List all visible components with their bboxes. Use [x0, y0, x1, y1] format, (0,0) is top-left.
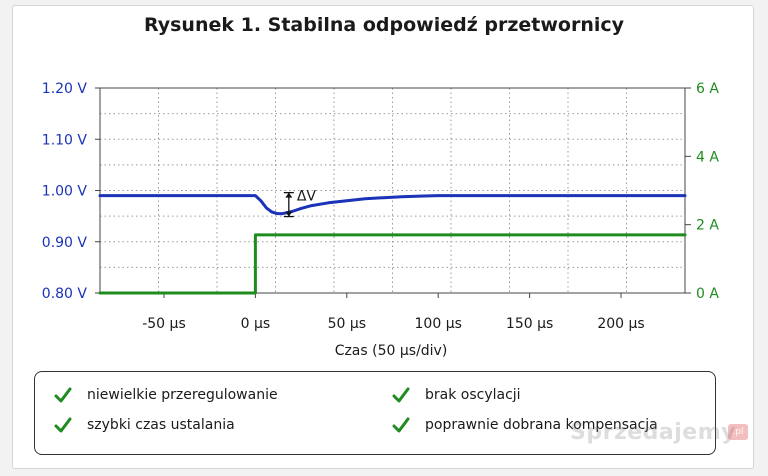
- watermark-badge: .pl: [728, 424, 748, 440]
- left-tick-label: 1.10 V: [42, 132, 88, 148]
- left-tick-label: 1.00 V: [42, 184, 88, 200]
- check-icon: [54, 417, 72, 433]
- legend-item: niewielkie przeregulowanie: [53, 384, 278, 406]
- check-icon: [392, 387, 410, 403]
- delta-v-arrow-bottom: [285, 211, 293, 217]
- legend-item-label: poprawnie dobrana kompensacja: [425, 417, 658, 433]
- watermark: Sprzedajemy: [570, 420, 736, 445]
- legend-item-label: szybki czas ustalania: [87, 417, 235, 433]
- x-tick-label: 150 µs: [506, 316, 553, 332]
- right-axis: 0 A 2 A 4 A 6 A: [685, 81, 719, 302]
- x-axis-label: Czas (50 µs/div): [335, 343, 448, 359]
- left-tick-label: 1.20 V: [42, 81, 88, 97]
- x-tick-label: 0 µs: [241, 316, 271, 332]
- current-series-line: [98, 233, 687, 295]
- right-tick-label: 0 A: [696, 286, 719, 302]
- annotation: ΔV: [283, 189, 317, 218]
- legend-item-label: niewielkie przeregulowanie: [87, 387, 278, 403]
- chart-title: Rysunek 1. Stabilna odpowiedź przetworni…: [144, 14, 625, 36]
- grid: [100, 88, 685, 293]
- series-layer: [98, 194, 687, 295]
- left-tick-label: 0.90 V: [42, 235, 88, 251]
- x-tick-label: 50 µs: [328, 316, 366, 332]
- left-tick-label: 0.80 V: [42, 286, 88, 302]
- delta-v-label: ΔV: [297, 189, 317, 205]
- right-tick-label: 6 A: [696, 81, 719, 97]
- legend-item: poprawnie dobrana kompensacja: [391, 414, 658, 436]
- delta-v-arrow-top: [285, 192, 293, 198]
- left-axis: 0.80 V 0.90 V 1.00 V 1.10 V 1.20 V: [42, 81, 100, 302]
- legend-item-label: brak oscylacji: [425, 387, 521, 403]
- check-icon: [392, 417, 410, 433]
- right-tick-label: 2 A: [696, 218, 719, 234]
- legend-item: brak oscylacji: [391, 384, 521, 406]
- voltage-series-line: [98, 194, 687, 216]
- right-tick-label: 4 A: [696, 149, 719, 165]
- x-axis: -50 µs 0 µs 50 µs 100 µs 150 µs 200 µs: [142, 293, 645, 332]
- legend-box: niewielkie przeregulowanie brak oscylacj…: [34, 371, 716, 455]
- check-icon: [54, 387, 72, 403]
- x-tick-label: 200 µs: [597, 316, 644, 332]
- legend-item: szybki czas ustalania: [53, 414, 235, 436]
- x-tick-label: -50 µs: [142, 316, 186, 332]
- x-tick-label: 100 µs: [415, 316, 462, 332]
